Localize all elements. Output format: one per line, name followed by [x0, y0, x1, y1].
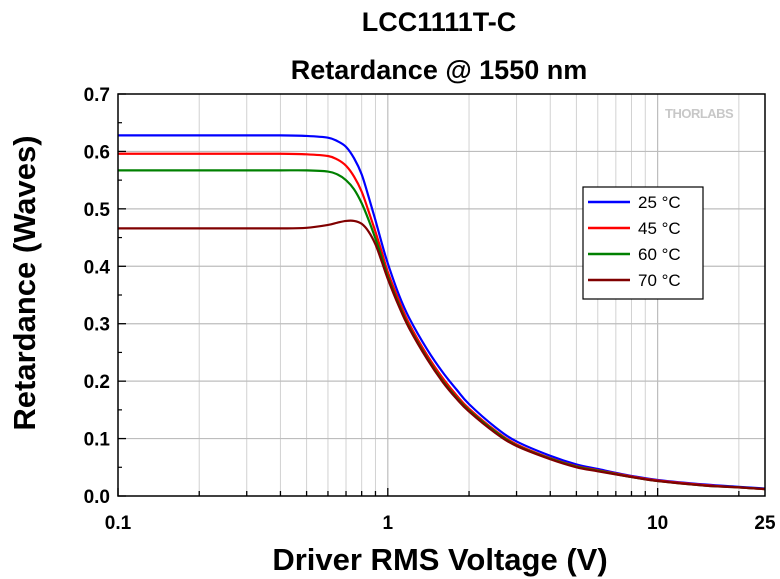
y-tick-label: 0.3 — [84, 315, 110, 336]
tick-labels: 0.1 1 10 25 0.0 0.1 0.2 0.3 0.4 0.5 0.6 0.7 — [84, 85, 776, 534]
x-tick-label: 10 — [647, 513, 668, 534]
legend-label-4: 70 °C — [638, 271, 681, 290]
y-tick-label: 0.2 — [84, 372, 110, 393]
series-line-1 — [118, 134, 766, 490]
y-tick-label: 0.5 — [84, 200, 111, 221]
x-tick-label: 0.1 — [105, 513, 132, 534]
series-line-4 — [118, 219, 766, 491]
chart-subtitle: Retardance @ 1550 nm — [291, 55, 587, 85]
x-tick-label: 25 — [754, 513, 776, 534]
legend-label-3: 60 °C — [638, 245, 681, 264]
x-tick-label: 1 — [383, 513, 394, 534]
axes — [117, 93, 766, 497]
chart-title: LCC1111T-C — [362, 7, 517, 37]
x-axis-title: Driver RMS Voltage (V) — [272, 542, 607, 577]
y-tick-label: 0.1 — [84, 430, 111, 451]
y-tick-label: 0.0 — [84, 487, 110, 508]
legend-label-1: 25 °C — [638, 193, 681, 212]
y-tick-label: 0.7 — [84, 85, 110, 106]
y-tick-label: 0.6 — [84, 142, 110, 163]
thorlabs-watermark: THORLABS — [665, 106, 734, 121]
series-layer — [117, 134, 766, 491]
legend-label-2: 45 °C — [638, 219, 681, 238]
y-axis-title: Retardance (Waves) — [7, 135, 42, 430]
y-tick-label: 0.4 — [84, 257, 111, 278]
legend: 25 °C 45 °C 60 °C 70 °C — [582, 186, 704, 300]
